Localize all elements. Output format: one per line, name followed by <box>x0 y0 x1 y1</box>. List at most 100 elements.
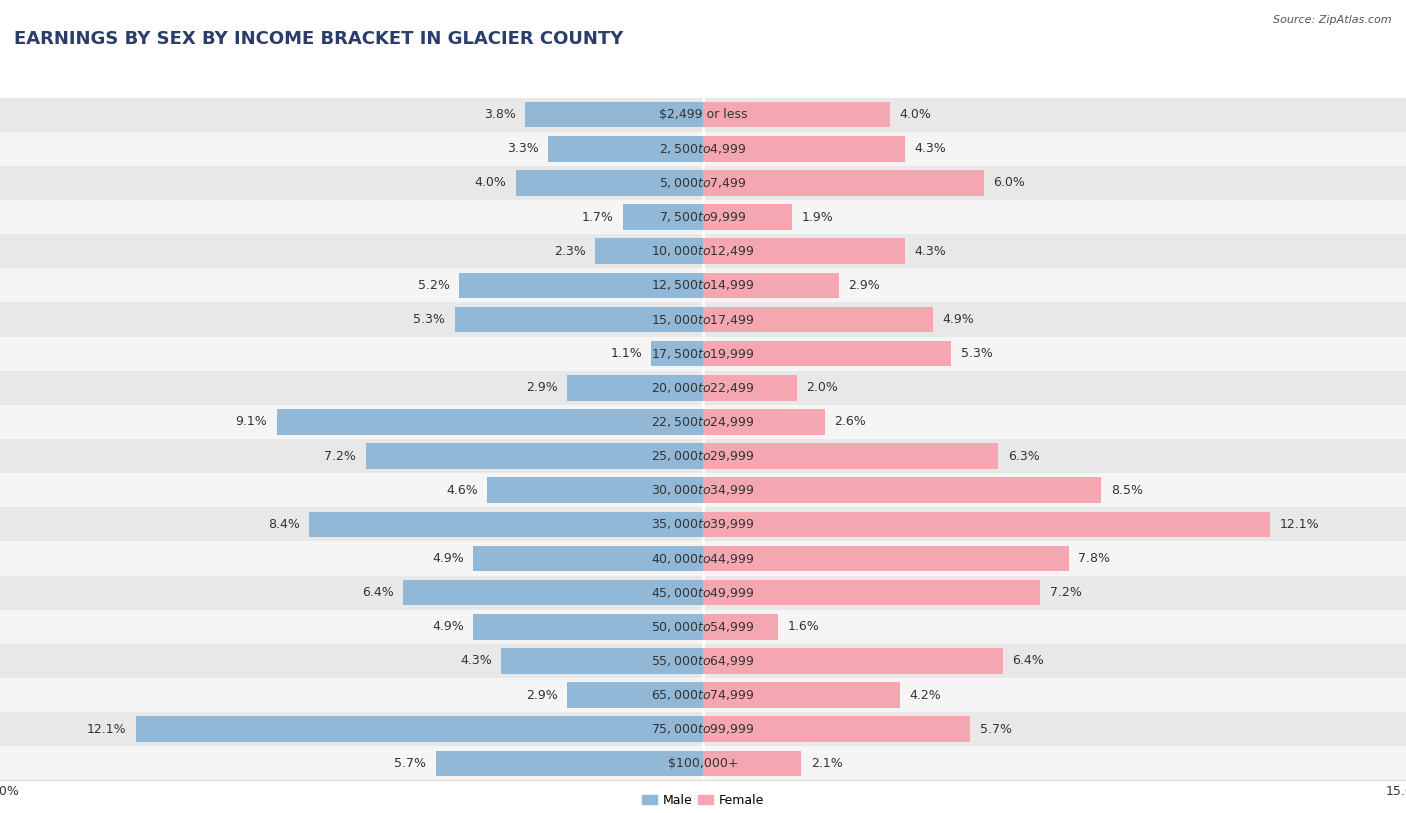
Bar <box>0 576 1406 610</box>
Text: 1.1%: 1.1% <box>610 347 643 360</box>
Text: $75,000 to $99,999: $75,000 to $99,999 <box>651 722 755 737</box>
Bar <box>703 648 1002 674</box>
Legend: Male, Female: Male, Female <box>637 789 769 812</box>
Text: $35,000 to $39,999: $35,000 to $39,999 <box>651 517 755 532</box>
Text: 5.3%: 5.3% <box>413 313 446 326</box>
Bar <box>0 302 1406 337</box>
Text: $17,500 to $19,999: $17,500 to $19,999 <box>651 346 755 361</box>
Text: $65,000 to $74,999: $65,000 to $74,999 <box>651 688 755 702</box>
Text: $20,000 to $22,499: $20,000 to $22,499 <box>651 380 755 395</box>
Bar <box>651 341 703 367</box>
Bar <box>277 409 703 435</box>
Text: 5.7%: 5.7% <box>395 757 426 770</box>
Text: $55,000 to $64,999: $55,000 to $64,999 <box>651 654 755 668</box>
Bar <box>0 541 1406 576</box>
Bar <box>436 750 703 776</box>
Bar <box>0 507 1406 541</box>
Bar <box>0 439 1406 473</box>
Bar <box>0 371 1406 405</box>
Text: $30,000 to $34,999: $30,000 to $34,999 <box>651 483 755 498</box>
Bar <box>703 238 904 264</box>
Text: 1.7%: 1.7% <box>582 211 614 224</box>
Bar <box>524 102 703 128</box>
Bar <box>0 678 1406 712</box>
Bar <box>703 272 839 298</box>
Text: 8.4%: 8.4% <box>269 518 299 531</box>
Text: 2.0%: 2.0% <box>806 381 838 394</box>
Text: 6.4%: 6.4% <box>361 586 394 599</box>
Bar <box>567 682 703 708</box>
Bar <box>0 132 1406 166</box>
Text: $100,000+: $100,000+ <box>668 757 738 770</box>
Text: 4.9%: 4.9% <box>432 620 464 633</box>
Bar <box>0 98 1406 132</box>
Bar <box>0 166 1406 200</box>
Text: 7.2%: 7.2% <box>1050 586 1081 599</box>
Bar <box>516 170 703 196</box>
Text: 4.9%: 4.9% <box>432 552 464 565</box>
Text: 4.3%: 4.3% <box>914 245 946 258</box>
Text: 7.8%: 7.8% <box>1078 552 1109 565</box>
Bar <box>703 102 890 128</box>
Bar <box>703 204 792 230</box>
Text: 6.4%: 6.4% <box>1012 654 1045 667</box>
Text: 9.1%: 9.1% <box>235 415 267 428</box>
Text: 4.6%: 4.6% <box>446 484 478 497</box>
Bar <box>0 234 1406 268</box>
Bar <box>548 136 703 162</box>
Text: $45,000 to $49,999: $45,000 to $49,999 <box>651 585 755 600</box>
Text: $15,000 to $17,499: $15,000 to $17,499 <box>651 312 755 327</box>
Bar <box>0 405 1406 439</box>
Bar <box>703 716 970 742</box>
Bar <box>0 473 1406 507</box>
Bar <box>703 136 904 162</box>
Text: 2.9%: 2.9% <box>848 279 880 292</box>
Text: 4.2%: 4.2% <box>910 689 941 702</box>
Bar <box>0 712 1406 746</box>
Text: 2.9%: 2.9% <box>526 689 558 702</box>
Text: $12,500 to $14,999: $12,500 to $14,999 <box>651 278 755 293</box>
Bar <box>595 238 703 264</box>
Bar <box>703 546 1069 572</box>
Text: 5.3%: 5.3% <box>960 347 993 360</box>
Text: $50,000 to $54,999: $50,000 to $54,999 <box>651 620 755 634</box>
Bar <box>460 272 703 298</box>
Bar <box>0 610 1406 644</box>
Bar <box>0 200 1406 234</box>
Bar <box>703 170 984 196</box>
Text: 8.5%: 8.5% <box>1111 484 1143 497</box>
Bar <box>474 614 703 640</box>
Bar <box>404 580 703 606</box>
Text: 1.6%: 1.6% <box>787 620 820 633</box>
Bar <box>136 716 703 742</box>
Text: 6.0%: 6.0% <box>994 176 1025 189</box>
Text: 4.3%: 4.3% <box>914 142 946 155</box>
Bar <box>0 746 1406 780</box>
Text: 1.9%: 1.9% <box>801 211 834 224</box>
Text: $25,000 to $29,999: $25,000 to $29,999 <box>651 449 755 463</box>
Text: EARNINGS BY SEX BY INCOME BRACKET IN GLACIER COUNTY: EARNINGS BY SEX BY INCOME BRACKET IN GLA… <box>14 30 623 48</box>
Text: $22,500 to $24,999: $22,500 to $24,999 <box>651 415 755 429</box>
Bar <box>703 375 797 401</box>
Text: 5.7%: 5.7% <box>980 723 1011 736</box>
Text: 4.0%: 4.0% <box>474 176 506 189</box>
Text: 7.2%: 7.2% <box>325 450 356 463</box>
Text: $10,000 to $12,499: $10,000 to $12,499 <box>651 244 755 259</box>
Bar <box>703 682 900 708</box>
Text: 12.1%: 12.1% <box>87 723 127 736</box>
Bar <box>703 614 778 640</box>
Bar <box>623 204 703 230</box>
Bar <box>0 337 1406 371</box>
Bar <box>474 546 703 572</box>
Text: 3.8%: 3.8% <box>484 108 516 121</box>
Text: $40,000 to $44,999: $40,000 to $44,999 <box>651 551 755 566</box>
Text: $7,500 to $9,999: $7,500 to $9,999 <box>659 210 747 224</box>
Bar <box>366 443 703 469</box>
Bar <box>703 409 825 435</box>
Text: 2.9%: 2.9% <box>526 381 558 394</box>
Text: $2,500 to $4,999: $2,500 to $4,999 <box>659 141 747 156</box>
Text: 3.3%: 3.3% <box>508 142 538 155</box>
Bar <box>567 375 703 401</box>
Text: 4.0%: 4.0% <box>900 108 932 121</box>
Bar <box>703 307 932 333</box>
